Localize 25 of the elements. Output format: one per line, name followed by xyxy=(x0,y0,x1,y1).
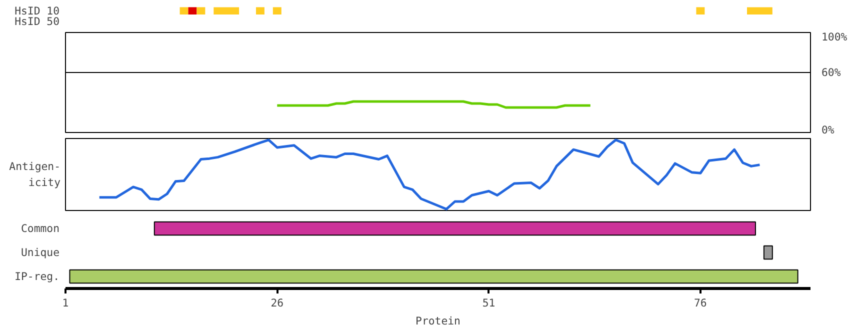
x-tick-label: 76 xyxy=(694,296,707,310)
y-tick-label: HsID 10 xyxy=(14,4,60,18)
bar xyxy=(272,7,282,14)
bar xyxy=(154,221,756,236)
x-axis-title: Protein xyxy=(416,314,460,328)
bar xyxy=(180,7,188,14)
y-tick-label: 60% xyxy=(822,66,842,79)
bar xyxy=(214,7,240,14)
bar xyxy=(69,269,798,284)
bar xyxy=(696,7,705,14)
y-tick-label: 0% xyxy=(822,124,835,136)
y-axis-title: Antigen- icity xyxy=(9,160,61,189)
x-tick-label: 1 xyxy=(62,296,69,310)
y-tick-label: 100% xyxy=(822,30,848,44)
bar xyxy=(747,7,772,14)
y-tick-label: HsID 50 xyxy=(14,14,60,28)
y-tick-label: IP-reg. xyxy=(14,270,60,283)
bar xyxy=(188,7,197,14)
x-tick-label: 26 xyxy=(270,296,284,310)
y-tick-label: Unique xyxy=(21,246,60,259)
y-tick-label: Common xyxy=(21,222,60,235)
bar xyxy=(256,7,264,14)
bar xyxy=(196,7,206,14)
x-tick-label: 51 xyxy=(482,296,496,310)
bar xyxy=(763,245,773,260)
